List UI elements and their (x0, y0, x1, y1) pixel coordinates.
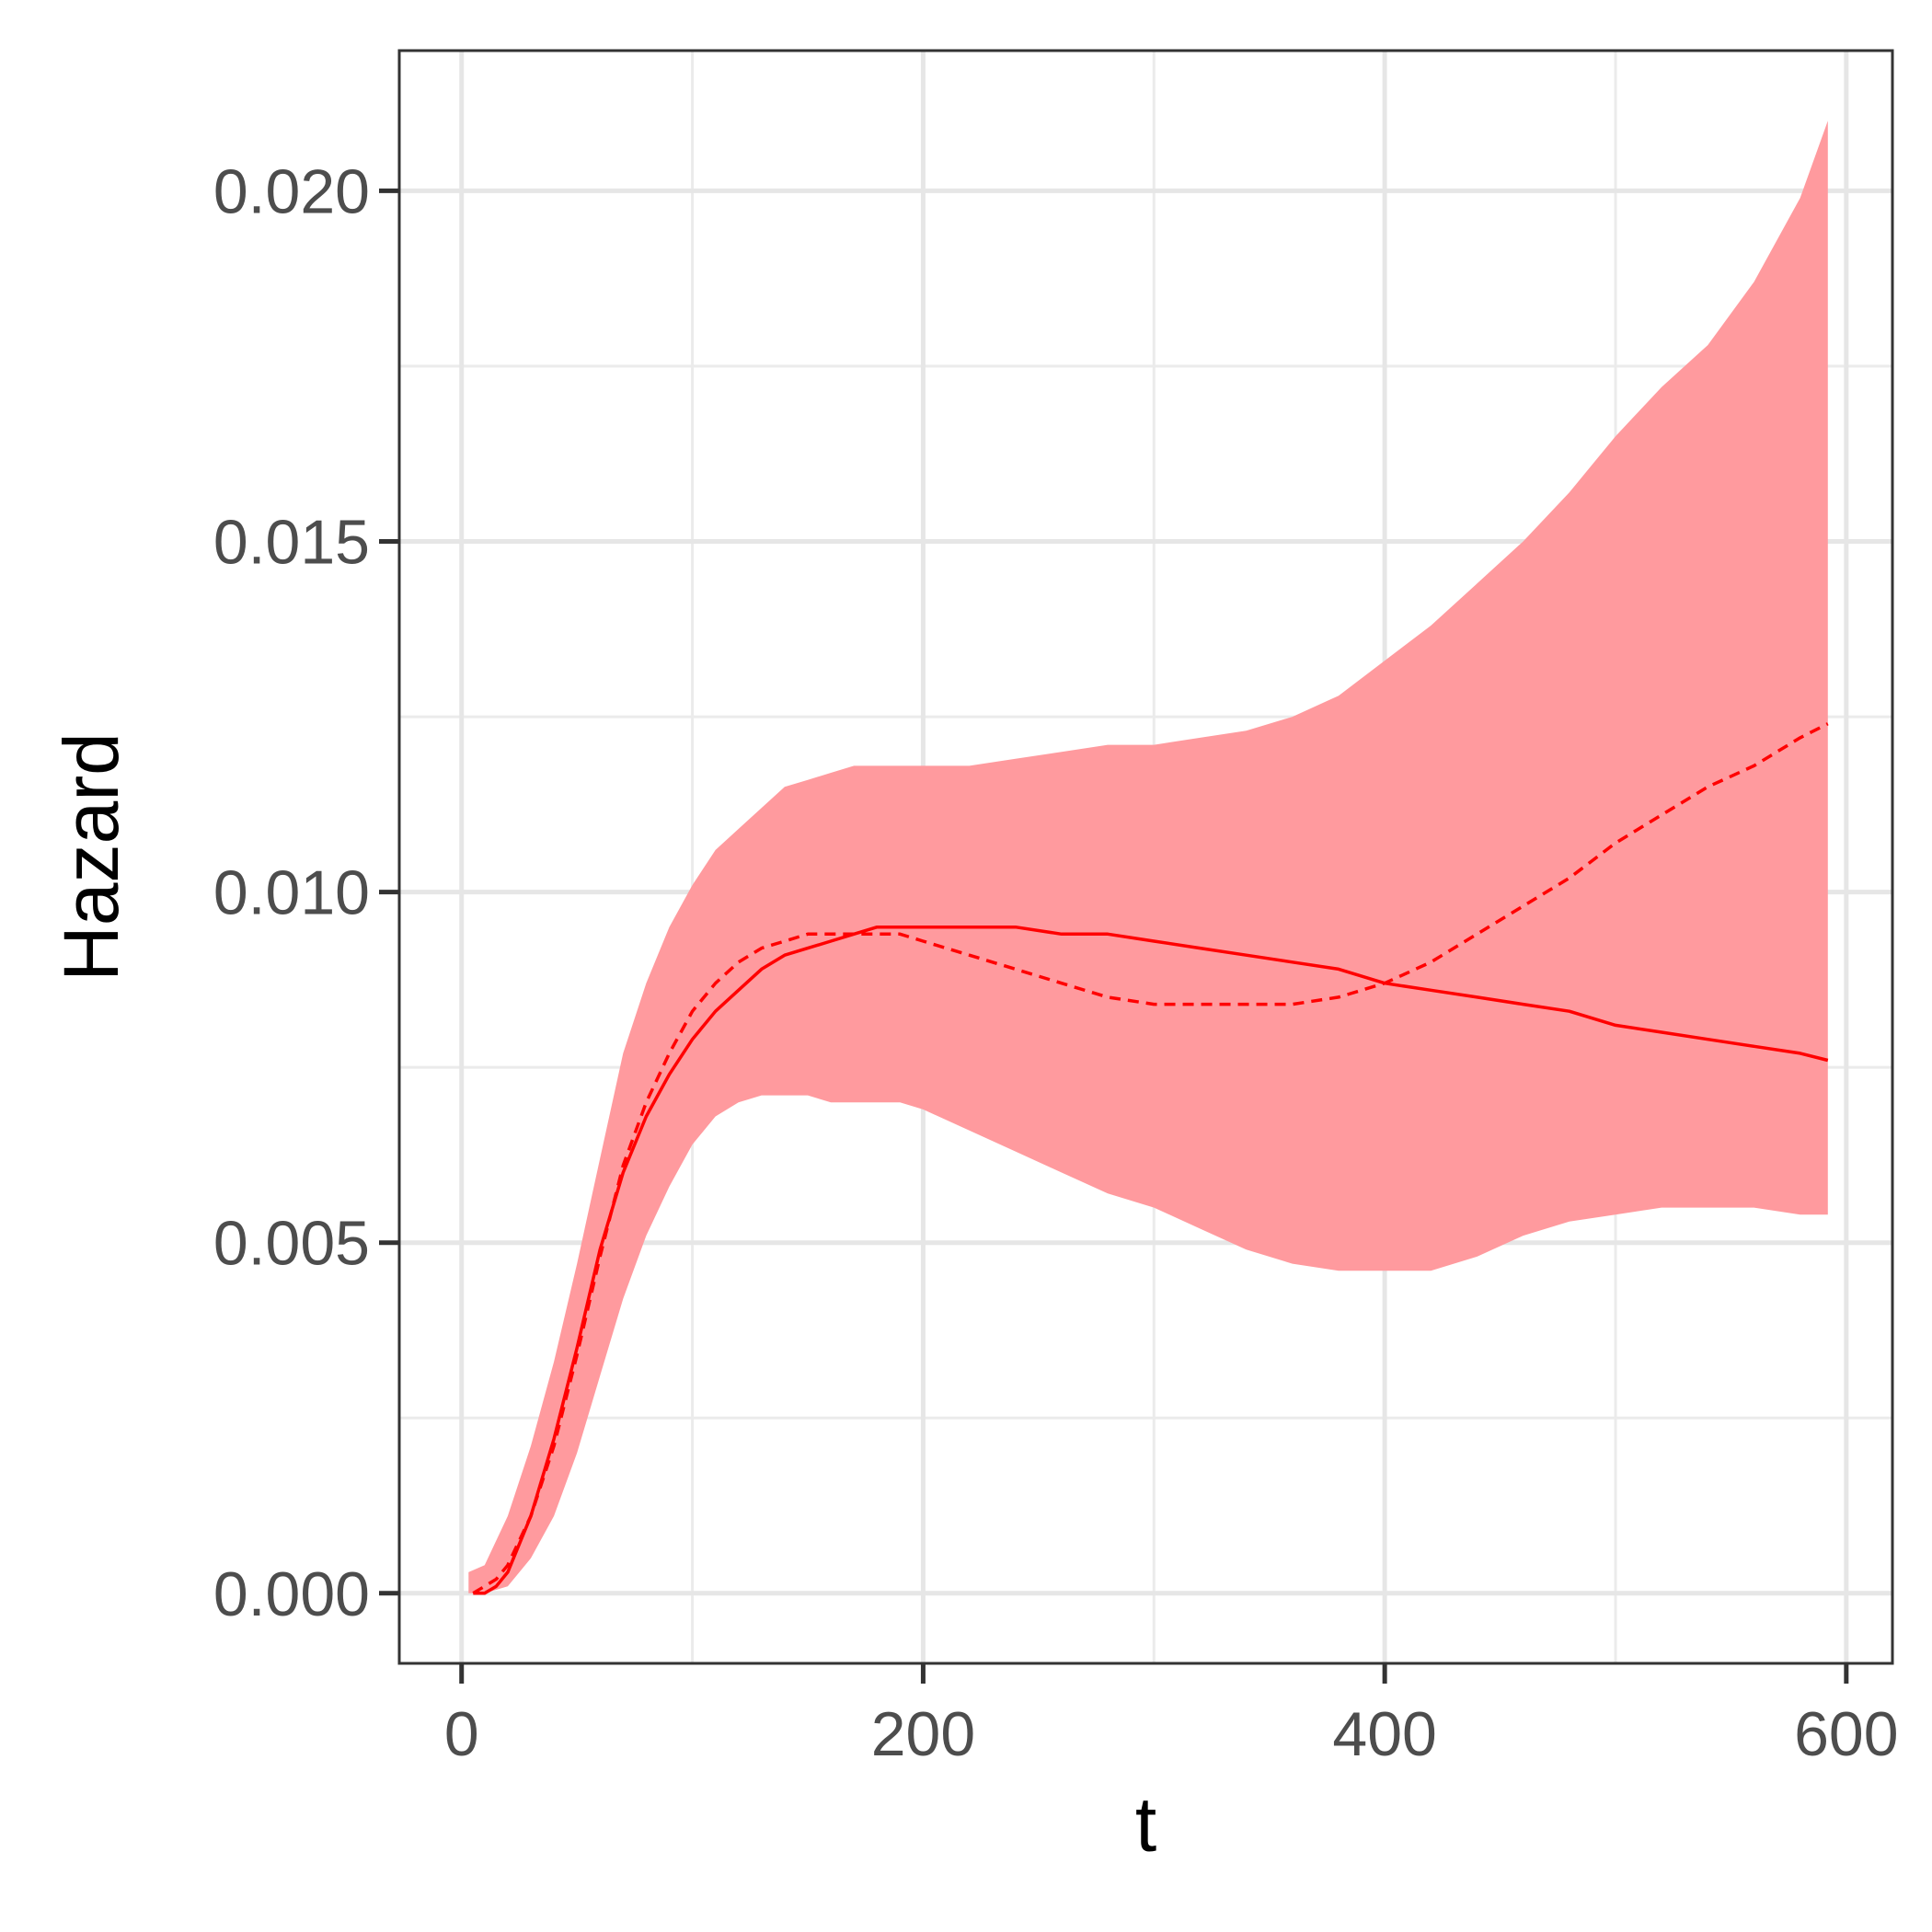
y-tick-label: 0.015 (213, 508, 370, 578)
x-axis-title: t (1135, 1781, 1156, 1868)
y-tick-label: 0.000 (213, 1559, 370, 1629)
panel-border (397, 49, 1894, 1665)
y-tick-label: 0.005 (213, 1209, 370, 1279)
y-tick-label: 0.010 (213, 858, 370, 928)
axis-layer: 0.000 0.005 0.010 0.015 0.020 0 200 400 600 (213, 156, 1899, 1769)
confidence-band-layer (468, 121, 1828, 1593)
series-layer (472, 722, 1829, 1595)
x-tick-label: 600 (1794, 1699, 1898, 1769)
solid-series-line (473, 925, 1829, 1595)
y-tick-label: 0.020 (213, 156, 370, 226)
x-tick-label: 200 (871, 1699, 975, 1769)
x-tick-label: 0 (444, 1699, 479, 1769)
dashed-series-line (472, 722, 1829, 1595)
confidence-band (468, 121, 1828, 1593)
x-tick-label: 400 (1332, 1699, 1436, 1769)
y-axis-title: Hazard (48, 732, 134, 982)
